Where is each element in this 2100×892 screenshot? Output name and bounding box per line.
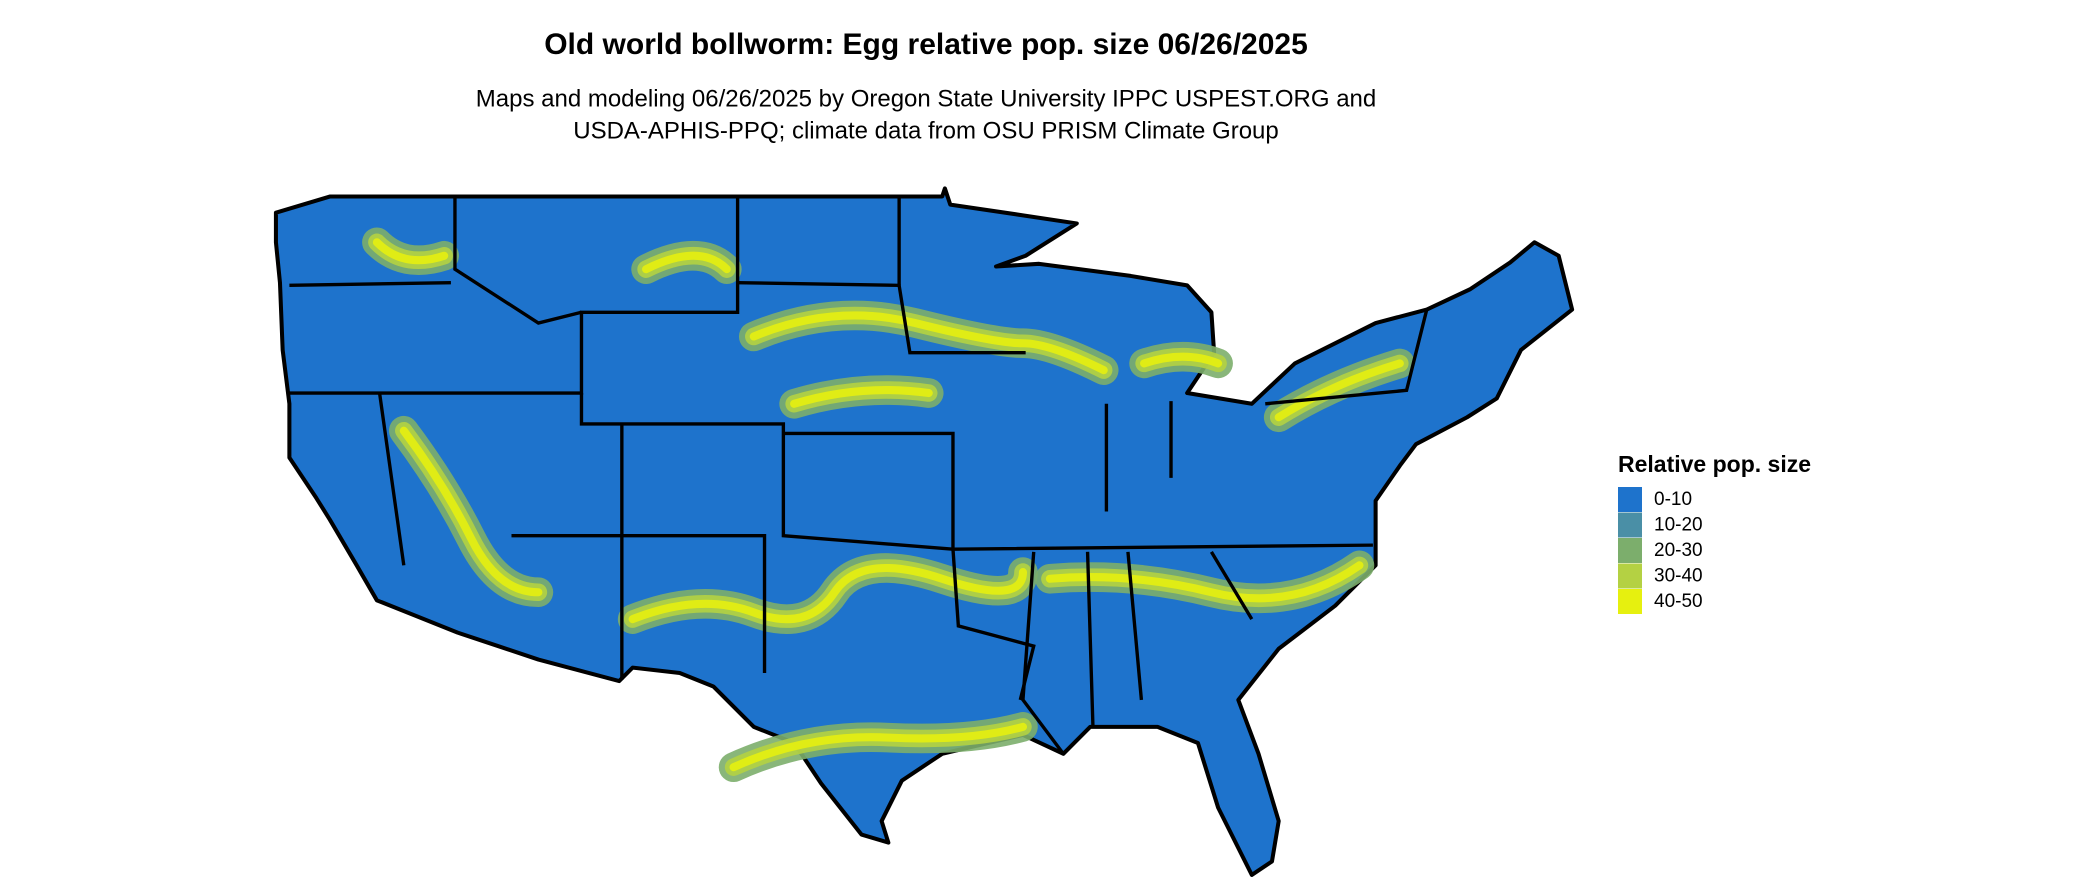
population-band	[790, 386, 933, 408]
population-band	[729, 722, 1027, 772]
population-bands	[362, 227, 1415, 783]
population-band	[1274, 359, 1404, 422]
population-band	[749, 311, 1108, 375]
legend-label: 30-40	[1654, 566, 1703, 587]
legend-swatch	[1618, 512, 1642, 538]
legend: 0-10 10-20 20-30 30-40 40-50	[1618, 487, 1703, 614]
population-band	[372, 238, 449, 265]
map-subtitle: Maps and modeling 06/26/2025 by Oregon S…	[476, 85, 1376, 112]
legend-label: 40-50	[1654, 591, 1703, 612]
legend-swatch	[1618, 563, 1642, 589]
legend-title: Relative pop. size	[1618, 451, 1811, 477]
map-title: Old world bollworm: Egg relative pop. si…	[544, 28, 1308, 61]
legend-label: 10-20	[1654, 515, 1703, 536]
population-band	[399, 426, 543, 597]
legend-swatch	[1618, 589, 1642, 614]
legend-swatch	[1618, 538, 1642, 563]
us-map	[273, 186, 1575, 877]
map-subtitle: USDA-APHIS-PPQ; climate data from OSU PR…	[573, 117, 1279, 144]
legend-label: 20-30	[1654, 540, 1703, 561]
population-band	[1045, 561, 1364, 603]
legend-swatch	[1618, 487, 1642, 512]
population-band	[642, 251, 731, 274]
population-band	[1140, 352, 1223, 368]
state-borders	[289, 197, 1429, 755]
population-band	[628, 563, 1027, 624]
legend-label: 0-10	[1654, 489, 1692, 510]
us-outline	[273, 186, 1575, 877]
